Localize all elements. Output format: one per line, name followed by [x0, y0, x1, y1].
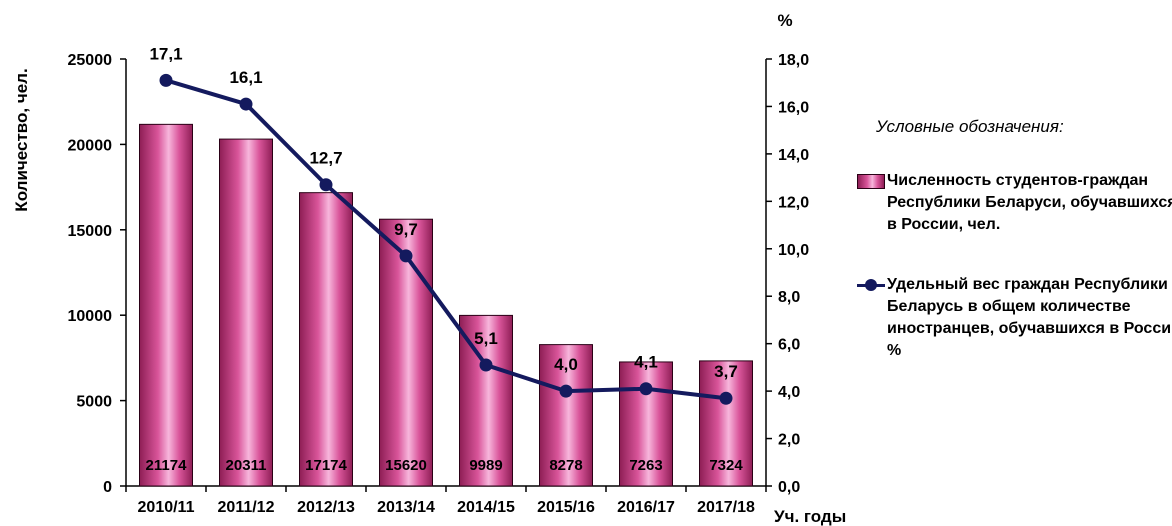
line-point: [319, 178, 333, 192]
line-point: [239, 97, 253, 111]
y-tick-label: 0: [103, 479, 112, 496]
line-value-label: 12,7: [309, 149, 342, 168]
x-tick-label: 2016/17: [617, 499, 675, 516]
line-point: [399, 249, 413, 263]
bar-value-label: 20311: [226, 457, 267, 474]
axes: [120, 58, 772, 492]
x-tick-label: 2011/12: [218, 499, 275, 516]
line-legend-swatch: [857, 279, 885, 291]
bar-value-label: 15620: [385, 457, 427, 474]
y2-tick-label: 18,0: [778, 52, 809, 69]
bar-value-label: 7324: [709, 457, 743, 474]
line-point: [159, 73, 173, 87]
line-point: [719, 391, 733, 405]
line-point: [479, 358, 493, 372]
x-tick-label: 2010/11: [138, 499, 195, 516]
x-tick-label: 2014/15: [457, 499, 515, 516]
y-tick-label: 15000: [68, 223, 113, 240]
y2-axis-title: %: [777, 11, 792, 30]
line-value-label: 5,1: [474, 329, 498, 348]
line-point: [639, 382, 653, 396]
bar: [379, 218, 433, 487]
bar: [219, 138, 273, 487]
percent-line-path: [165, 78, 727, 401]
labels: 0 5000 10000 15000 20000 25000 0,0 2,0 4,0 6,0 8,0…: [68, 44, 810, 516]
y-axis-title: Количество, чел.: [12, 68, 31, 211]
y-tick-label: 10000: [68, 308, 113, 325]
line-value-label: 9,7: [394, 220, 418, 239]
x-tick-label: 2013/14: [377, 499, 435, 516]
bars: [139, 123, 753, 487]
x-tick-label: 2015/16: [537, 499, 595, 516]
x-tick-label: 2017/18: [697, 499, 755, 516]
bar-legend-swatch: [857, 174, 885, 189]
line-value-label: 17,1: [149, 44, 182, 63]
line-value-label: 16,1: [229, 68, 262, 87]
line-point: [559, 384, 573, 398]
y2-tick-label: 4,0: [778, 384, 800, 401]
bar: [699, 360, 753, 487]
percent-line: [159, 73, 733, 405]
y2-tick-label: 14,0: [778, 147, 809, 164]
legend-bar-text: Численность студентов-граждан Республики…: [887, 172, 1172, 233]
y-tick-label: 5000: [76, 394, 112, 411]
y2-tick-label: 16,0: [778, 99, 809, 116]
x-tick-label: 2012/13: [297, 499, 355, 516]
bar-value-label: 9989: [469, 457, 502, 474]
y-tick-label: 25000: [68, 52, 113, 69]
bar: [299, 192, 353, 487]
bar-value-label: 7263: [629, 457, 662, 474]
bar-value-label: 21174: [146, 457, 188, 474]
y2-tick-label: 8,0: [778, 289, 800, 306]
line-value-label: 4,1: [634, 353, 658, 372]
y2-tick-label: 6,0: [778, 337, 800, 354]
line-value-label: 3,7: [714, 362, 738, 381]
y2-tick-label: 12,0: [778, 194, 809, 211]
bar-value-label: 8278: [549, 457, 582, 474]
bar: [539, 344, 593, 487]
y-tick-label: 20000: [68, 137, 113, 154]
legend-title: Условные обозначения:: [876, 117, 1064, 136]
line-value-label: 4,0: [554, 355, 578, 374]
y2-tick-label: 2,0: [778, 432, 800, 449]
y2-tick-label: 0,0: [778, 479, 800, 496]
legend-line-text: Удельный вес граждан Республики Беларусь…: [887, 276, 1172, 359]
x-axis-title: Уч. годы: [774, 507, 846, 526]
y2-tick-label: 10,0: [778, 242, 809, 259]
bar-value-label: 17174: [305, 457, 347, 474]
bar: [139, 123, 193, 487]
